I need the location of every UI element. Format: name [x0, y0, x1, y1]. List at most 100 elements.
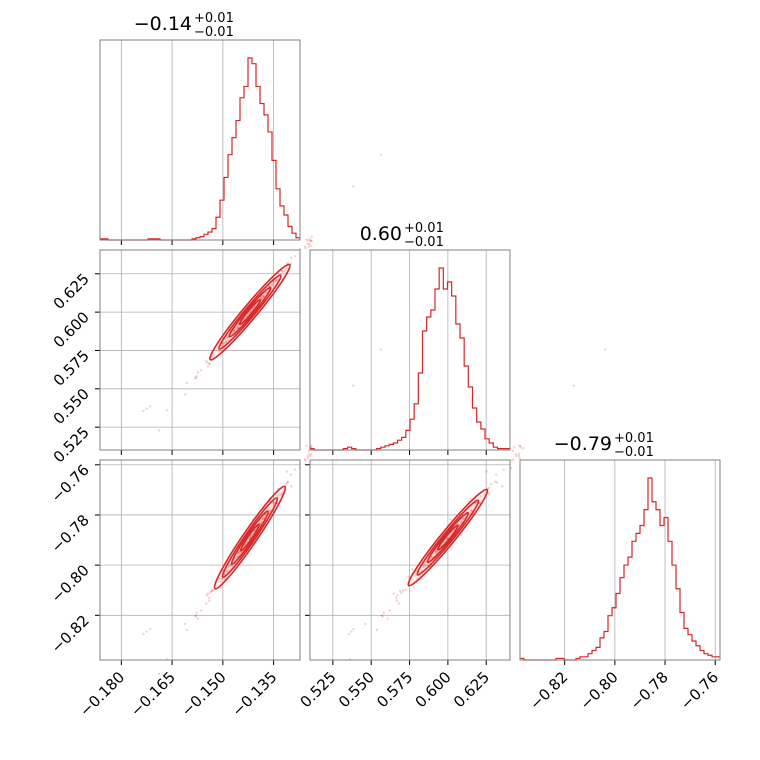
title-plus-1: +0.01: [404, 221, 444, 236]
scatter-point: [228, 563, 231, 567]
scatter-point: [205, 359, 208, 363]
scatter-point: [230, 564, 233, 567]
scatter-point: [211, 353, 214, 356]
scatter-point: [400, 591, 403, 594]
x-tick-label-0-3: −0.135: [228, 668, 280, 720]
scatter-point: [218, 349, 221, 353]
scatter-point: [381, 615, 384, 618]
scatter-point: [502, 468, 506, 471]
scatter-point: [396, 594, 399, 597]
scatter-point: [195, 375, 198, 378]
title-plus-2: +0.01: [614, 431, 654, 446]
scatter-point: [194, 376, 197, 379]
scatter-point: [227, 565, 231, 569]
scatter-point: [485, 470, 488, 473]
scatter-point: [514, 453, 517, 456]
scatter-point: [165, 408, 169, 412]
scatter-point: [195, 611, 198, 614]
scatter-point: [224, 570, 228, 573]
scatter-point: [375, 628, 379, 632]
scatter-point: [249, 534, 253, 537]
scatter-point: [310, 239, 313, 242]
contour-3: [239, 523, 260, 552]
scatter-point: [307, 245, 310, 249]
contour-1: [218, 274, 282, 350]
scatter-point: [233, 328, 236, 331]
panel-0-0: −0.14 +0.01−0.01: [99, 11, 301, 245]
scatter-point: [304, 459, 307, 462]
scatter-point: [518, 444, 521, 447]
scatter-point: [224, 341, 228, 344]
scatter-point: [276, 494, 279, 498]
scatter-point: [512, 446, 516, 449]
scatter-point: [271, 283, 274, 287]
scatter-point: [309, 452, 313, 455]
scatter-point: [194, 614, 197, 617]
scatter-point: [260, 518, 264, 521]
scatter-point: [272, 501, 275, 504]
scatter-point: [518, 457, 521, 460]
y-tick-label-1-4: 0.625: [50, 270, 93, 313]
scatter-point: [285, 267, 288, 270]
scatter-point: [309, 239, 312, 243]
scatter-point: [224, 340, 227, 343]
scatter-point: [493, 480, 497, 484]
scatter-point: [423, 563, 427, 567]
scatter-point: [401, 589, 405, 592]
scatter-point: [517, 454, 521, 458]
scatter-point: [261, 295, 264, 298]
scatter-point: [352, 627, 355, 631]
scatter-point: [351, 185, 355, 188]
scatter-point: [272, 281, 275, 285]
scatter-point: [435, 550, 438, 554]
scatter-point: [351, 384, 355, 387]
scatter-point: [305, 238, 308, 241]
scatter-point: [210, 589, 214, 593]
scatter-point: [392, 592, 395, 595]
scatter-point: [261, 518, 264, 521]
title-minus-1: −0.01: [404, 235, 444, 250]
scatter-point: [249, 534, 253, 537]
scatter-point: [307, 449, 310, 453]
x-tick-label-1-3: 0.600: [412, 668, 455, 711]
scatter-point: [208, 599, 211, 602]
scatter-point: [281, 270, 284, 273]
scatter-point: [308, 238, 312, 241]
scatter-point: [347, 632, 351, 636]
scatter-point: [379, 348, 382, 351]
scatter-point: [273, 501, 276, 505]
panel-title-0: −0.14: [134, 13, 192, 35]
x-tick-label-2-3: −0.76: [677, 668, 722, 713]
scatter-point: [157, 429, 161, 432]
scatter-point: [290, 256, 293, 259]
y-tick-label-2-3: −0.76: [48, 461, 93, 506]
scatter-point: [512, 458, 515, 461]
scatter-point: [218, 577, 221, 581]
scatter-point: [404, 588, 407, 592]
scatter-point: [236, 326, 239, 329]
panel-frame: [309, 249, 511, 451]
scatter-point: [208, 596, 211, 599]
x-tick-label-2-2: −0.78: [627, 668, 672, 713]
scatter-point: [259, 521, 263, 524]
scatter-point: [490, 482, 493, 486]
scatter-point: [494, 473, 498, 476]
contour-3: [238, 298, 262, 326]
scatter-point: [261, 294, 264, 297]
scatter-point: [205, 602, 208, 605]
scatter-point: [206, 592, 210, 595]
scatter-point: [517, 452, 520, 455]
scatter-point: [145, 407, 148, 410]
scatter-point: [226, 335, 229, 338]
y-tick-label-1-1: 0.550: [50, 385, 93, 428]
panel-1-1: 0.60 +0.01−0.01: [309, 221, 511, 455]
contour-3: [436, 524, 459, 551]
scatter-point: [501, 485, 504, 488]
scatter-point: [222, 343, 225, 346]
y-tick-label-1-2: 0.575: [50, 347, 93, 390]
scatter-point: [309, 240, 313, 243]
scatter-point: [259, 296, 263, 299]
y-tick-label-1-0: 0.525: [50, 423, 93, 466]
scatter-point: [305, 444, 308, 448]
scatter-point: [142, 409, 145, 413]
